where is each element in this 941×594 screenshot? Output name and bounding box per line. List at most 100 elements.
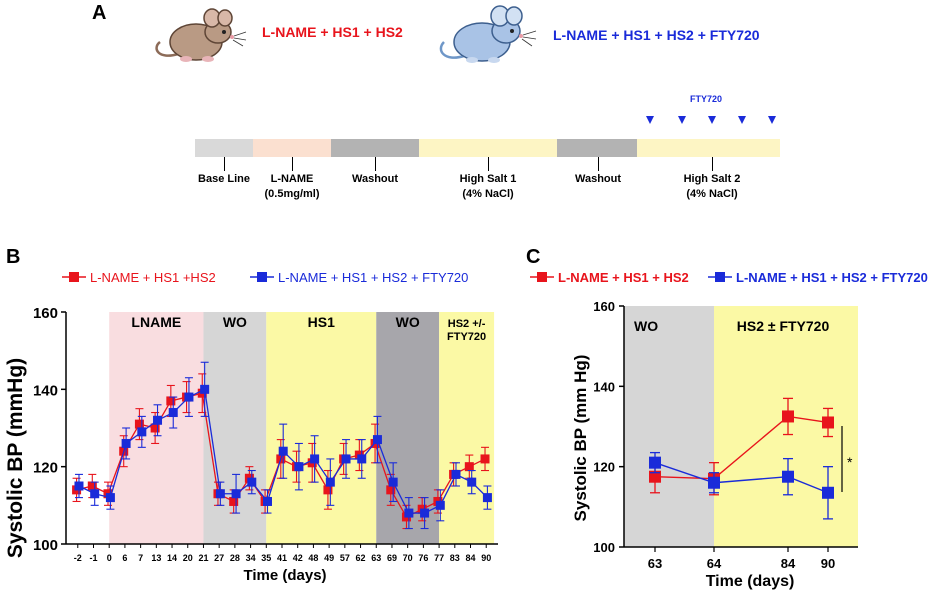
data-point-b-blue — [451, 469, 461, 479]
y-tick-label-c: 140 — [593, 379, 615, 394]
y-tick-label-c: 120 — [593, 460, 615, 475]
panel-a-letter: A — [92, 2, 107, 24]
data-point-b-blue — [105, 493, 115, 503]
x-tick-label-b: 35 — [261, 553, 271, 563]
x-tick-label-b: 57 — [340, 553, 350, 563]
data-point-b-blue — [372, 435, 382, 445]
x-tick-label-b: 90 — [481, 553, 491, 563]
data-point-b-blue — [74, 481, 84, 491]
timeline-washout-2 — [557, 139, 637, 157]
legend-blue-marker — [257, 272, 267, 282]
x-tick-label-b: 84 — [466, 553, 476, 563]
x-tick-label-b: 41 — [277, 553, 287, 563]
data-point-b-blue — [294, 462, 304, 472]
group2-label: L-NAME + HS1 + HS2 + FTY720 — [553, 27, 760, 43]
timeline-lname — [253, 139, 331, 157]
fty-arrow-4-icon — [738, 116, 746, 124]
timeline-label-high-salt-2: High Salt 2 (4% NaCl) — [683, 173, 741, 200]
data-point-b-blue — [90, 489, 100, 499]
timeline-label-washout-1: Washout — [351, 173, 399, 185]
phase-band-b-2 — [266, 312, 377, 544]
data-point-c-blue — [708, 476, 720, 489]
data-point-b-blue — [168, 408, 178, 418]
chart-b: L-NAME + HS1 +HS2 L-NAME + HS1 + HS2 + F… — [4, 270, 498, 584]
data-point-b-blue — [184, 392, 194, 402]
x-axis-label-c: Time (days) — [706, 573, 795, 590]
y-axis-label-c: Systolic BP (mm Hg) — [571, 355, 590, 522]
x-tick-label-b: 28 — [230, 553, 240, 563]
data-point-b-blue — [420, 508, 430, 518]
x-tick-label-b: 14 — [167, 553, 177, 563]
x-axis-label-b: Time (days) — [243, 567, 326, 584]
y-tick-label-c: 100 — [593, 540, 615, 555]
fty-arrow-1-icon — [646, 116, 654, 124]
data-point-b-red — [386, 485, 396, 495]
timeline-label-high-salt-1: High Salt 1 (4% NaCl) — [459, 173, 517, 200]
fty-arrow-5-icon — [768, 116, 776, 124]
data-point-b-blue — [153, 415, 163, 425]
series-line-c-blue — [654, 461, 829, 494]
timeline-high-salt-2 — [637, 139, 780, 157]
phase-label-b-4: FTY720 — [447, 331, 486, 343]
data-point-b-blue — [262, 496, 272, 506]
blue-mouse-icon — [439, 5, 537, 63]
data-point-b-red — [150, 423, 160, 433]
x-tick-label-b: 6 — [122, 553, 127, 563]
legend-c-blue-marker — [715, 272, 725, 282]
chart-c: L-NAME + HS1 + HS2 L-NAME + HS1 + HS2 + … — [530, 270, 928, 590]
timeline-baseline — [195, 139, 253, 157]
legend-c: L-NAME + HS1 + HS2 L-NAME + HS1 + HS2 + … — [530, 270, 928, 285]
x-tick-label-b: 42 — [293, 553, 303, 563]
x-tick-label-b: -1 — [89, 553, 97, 563]
legend-b: L-NAME + HS1 +HS2 L-NAME + HS1 + HS2 + F… — [62, 270, 468, 285]
y-tick-label-b: 160 — [33, 305, 58, 322]
fty720-label: FTY720 — [690, 94, 723, 104]
x-tick-label-b: 48 — [308, 553, 318, 563]
x-tick-label-b: 7 — [138, 553, 143, 563]
timeline-label-lname: L-NAME (0.5mg/ml) — [264, 173, 320, 200]
data-point-c-blue — [649, 456, 661, 469]
y-axis-label-b: Systolic BP (mmHg) — [4, 358, 27, 558]
x-tick-label-b: 76 — [418, 553, 428, 563]
x-tick-label-b: 69 — [387, 553, 397, 563]
phase-label-b-2: HS1 — [308, 314, 335, 330]
data-point-b-blue — [137, 427, 147, 437]
x-tick-label-c: 84 — [781, 556, 796, 571]
fty-arrow-2-icon — [678, 116, 686, 124]
data-point-b-blue — [215, 489, 225, 499]
x-tick-label-b: 27 — [214, 553, 224, 563]
phase-label-c-1: HS2 ± FTY720 — [737, 318, 830, 334]
x-tick-label-b: 34 — [246, 553, 256, 563]
phase-band-b-4 — [439, 312, 495, 544]
phase-band-c-1 — [714, 306, 858, 547]
data-point-b-blue — [357, 454, 367, 464]
legend-c-red: L-NAME + HS1 + HS2 — [558, 270, 689, 285]
x-tick-label-b: 70 — [403, 553, 413, 563]
legend-red-marker — [69, 272, 79, 282]
fty720-arrows — [646, 116, 776, 124]
data-point-b-blue — [200, 384, 210, 394]
x-tick-label-b: 83 — [450, 553, 460, 563]
data-point-b-blue — [404, 508, 414, 518]
fty-arrow-3-icon — [708, 116, 716, 124]
data-point-b-blue — [482, 493, 492, 503]
x-tick-label-c: 90 — [821, 556, 835, 571]
data-point-b-red — [480, 454, 490, 464]
data-point-c-red — [822, 416, 834, 429]
data-point-b-red — [229, 496, 239, 506]
x-tick-label-c: 64 — [707, 556, 722, 571]
legend-c-red-marker — [537, 272, 547, 282]
x-tick-label-b: 63 — [371, 553, 381, 563]
y-tick-label-b: 120 — [33, 460, 58, 477]
timeline-washout-1 — [331, 139, 419, 157]
data-point-b-blue — [341, 454, 351, 464]
data-point-c-blue — [822, 486, 834, 499]
timeline-label-baseline: Base Line — [198, 173, 250, 185]
data-point-b-blue — [278, 446, 288, 456]
phase-label-b-4: HS2 +/- — [448, 318, 486, 330]
legend-b-red: L-NAME + HS1 +HS2 — [90, 270, 216, 285]
data-point-b-blue — [388, 477, 398, 487]
legend-c-blue: L-NAME + HS1 + HS2 + FTY720 — [736, 270, 928, 285]
timeline-label-washout-2: Washout — [574, 173, 622, 185]
x-tick-label-b: -2 — [74, 553, 82, 563]
